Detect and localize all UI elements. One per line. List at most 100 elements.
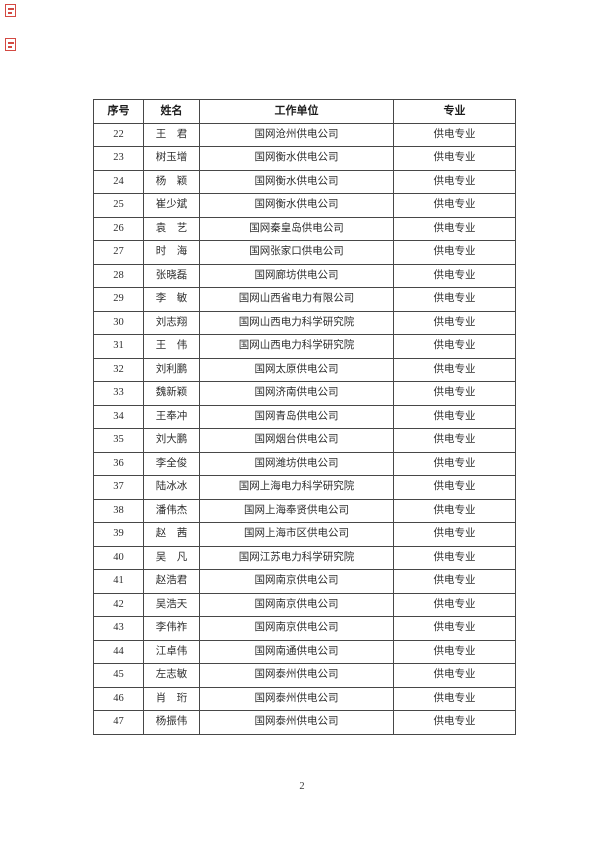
organization-cell: 国网上海市区供电公司 [199,522,394,547]
table-row: 32 刘利鹏 国网太原供电公司 供电专业 [93,357,516,382]
major-cell: 供电专业 [393,710,516,735]
name-cell: 李全俊 [143,451,200,476]
serial-cell: 27 [93,240,144,265]
organization-cell: 国网上海奉贤供电公司 [199,498,394,523]
organization-cell: 国网太原供电公司 [199,357,394,382]
table-row: 42 吴浩天 国网南京供电公司 供电专业 [93,592,516,617]
major-cell: 供电专业 [393,193,516,218]
table-row: 27 时 海国网张家口供电公司 供电专业 [93,240,516,265]
major-cell: 供电专业 [393,287,516,312]
name-cell: 魏新颖 [143,381,200,406]
name-cell: 时 海 [143,240,200,265]
table-row: 29 李 敏国网山西省电力有限公司 供电专业 [93,287,516,312]
major-cell: 供电专业 [393,616,516,641]
serial-cell: 23 [93,146,144,171]
organization-cell: 国网衡水供电公司 [199,169,394,194]
name-cell: 赵浩君 [143,569,200,594]
major-cell: 供电专业 [393,169,516,194]
page-number: 2 [299,781,305,792]
name-cell: 刘志翔 [143,310,200,335]
serial-cell: 35 [93,428,144,453]
serial-cell: 41 [93,569,144,594]
header-serial: 序号 [93,99,144,124]
table-row: 31 王 伟国网山西电力科学研究院 供电专业 [93,334,516,359]
name-cell: 杨 颖 [143,169,200,194]
name-cell: 张晓磊 [143,263,200,288]
table-row: 38 潘伟杰 国网上海奉贤供电公司 供电专业 [93,498,516,523]
major-cell: 供电专业 [393,357,516,382]
major-cell: 供电专业 [393,334,516,359]
header-row: 序号 姓名 工作单位 专业 [93,99,516,124]
header-organization: 工作单位 [199,99,394,124]
major-cell: 供电专业 [393,216,516,241]
serial-cell: 24 [93,169,144,194]
organization-cell: 国网山西电力科学研究院 [199,334,394,359]
major-cell: 供电专业 [393,475,516,500]
organization-cell: 国网秦皇岛供电公司 [199,216,394,241]
name-cell: 王 君 [143,122,200,147]
name-cell: 肖 珩 [143,686,200,711]
major-cell: 供电专业 [393,404,516,429]
serial-cell: 37 [93,475,144,500]
serial-cell: 25 [93,193,144,218]
table-row: 30 刘志翔 国网山西电力科学研究院 供电专业 [93,310,516,335]
major-cell: 供电专业 [393,498,516,523]
table-row: 34 王奉冲 国网青岛供电公司 供电专业 [93,404,516,429]
table-row: 43 李伟祚 国网南京供电公司 供电专业 [93,616,516,641]
name-cell: 潘伟杰 [143,498,200,523]
table-row: 37 陆冰冰 国网上海电力科学研究院 供电专业 [93,475,516,500]
organization-cell: 国网南京供电公司 [199,569,394,594]
table-row: 35 刘大鹏 国网烟台供电公司 供电专业 [93,428,516,453]
major-cell: 供电专业 [393,310,516,335]
name-cell: 树玉增 [143,146,200,171]
red-scan-mark-icon [5,38,16,51]
major-cell: 供电专业 [393,122,516,147]
major-cell: 供电专业 [393,569,516,594]
major-cell: 供电专业 [393,381,516,406]
table-header: 序号 姓名 工作单位 专业 [93,99,516,124]
table-row: 26 袁 艺国网秦皇岛供电公司 供电专业 [93,216,516,241]
name-cell: 王 伟 [143,334,200,359]
major-cell: 供电专业 [393,686,516,711]
name-cell: 江卓伟 [143,639,200,664]
table-row: 25 崔少斌 国网衡水供电公司 供电专业 [93,193,516,218]
table-row: 33 魏新颖 国网济南供电公司 供电专业 [93,381,516,406]
personnel-table: 序号 姓名 工作单位 专业 22 王 君国网沧州供电公司 供电专业 23 树玉增 国网衡水… [93,99,516,735]
table-row: 39 赵 茜国网上海市区供电公司 供电专业 [93,522,516,547]
major-cell: 供电专业 [393,240,516,265]
name-cell: 刘利鹏 [143,357,200,382]
organization-cell: 国网南京供电公司 [199,616,394,641]
name-cell: 吴浩天 [143,592,200,617]
major-cell: 供电专业 [393,146,516,171]
serial-cell: 32 [93,357,144,382]
major-cell: 供电专业 [393,451,516,476]
organization-cell: 国网衡水供电公司 [199,146,394,171]
major-cell: 供电专业 [393,428,516,453]
organization-cell: 国网山西省电力有限公司 [199,287,394,312]
table-row: 24 杨 颖国网衡水供电公司 供电专业 [93,169,516,194]
serial-cell: 31 [93,334,144,359]
serial-cell: 38 [93,498,144,523]
serial-cell: 22 [93,122,144,147]
organization-cell: 国网张家口供电公司 [199,240,394,265]
organization-cell: 国网烟台供电公司 [199,428,394,453]
major-cell: 供电专业 [393,639,516,664]
organization-cell: 国网青岛供电公司 [199,404,394,429]
organization-cell: 国网江苏电力科学研究院 [199,545,394,570]
table-row: 47 杨振伟 国网泰州供电公司 供电专业 [93,710,516,735]
organization-cell: 国网泰州供电公司 [199,663,394,688]
major-cell: 供电专业 [393,663,516,688]
table-row: 44 江卓伟 国网南通供电公司 供电专业 [93,639,516,664]
serial-cell: 36 [93,451,144,476]
major-cell: 供电专业 [393,263,516,288]
serial-cell: 44 [93,639,144,664]
header-name: 姓名 [143,99,200,124]
header-major: 专业 [393,99,516,124]
organization-cell: 国网上海电力科学研究院 [199,475,394,500]
table-row: 23 树玉增 国网衡水供电公司 供电专业 [93,146,516,171]
serial-cell: 26 [93,216,144,241]
serial-cell: 45 [93,663,144,688]
serial-cell: 39 [93,522,144,547]
name-cell: 吴 凡 [143,545,200,570]
name-cell: 王奉冲 [143,404,200,429]
